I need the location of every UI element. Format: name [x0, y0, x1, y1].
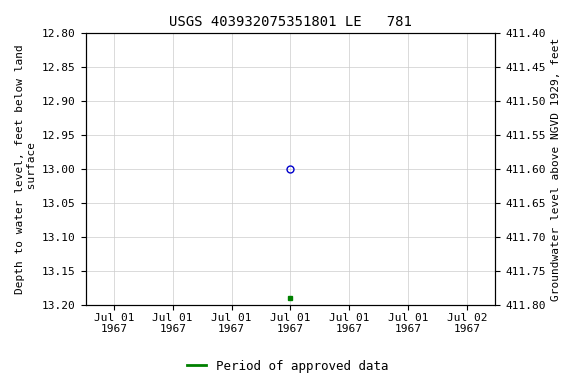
Y-axis label: Groundwater level above NGVD 1929, feet: Groundwater level above NGVD 1929, feet: [551, 38, 561, 301]
Title: USGS 403932075351801 LE   781: USGS 403932075351801 LE 781: [169, 15, 412, 29]
Y-axis label: Depth to water level, feet below land
 surface: Depth to water level, feet below land su…: [15, 44, 37, 294]
Legend: Period of approved data: Period of approved data: [183, 355, 393, 378]
